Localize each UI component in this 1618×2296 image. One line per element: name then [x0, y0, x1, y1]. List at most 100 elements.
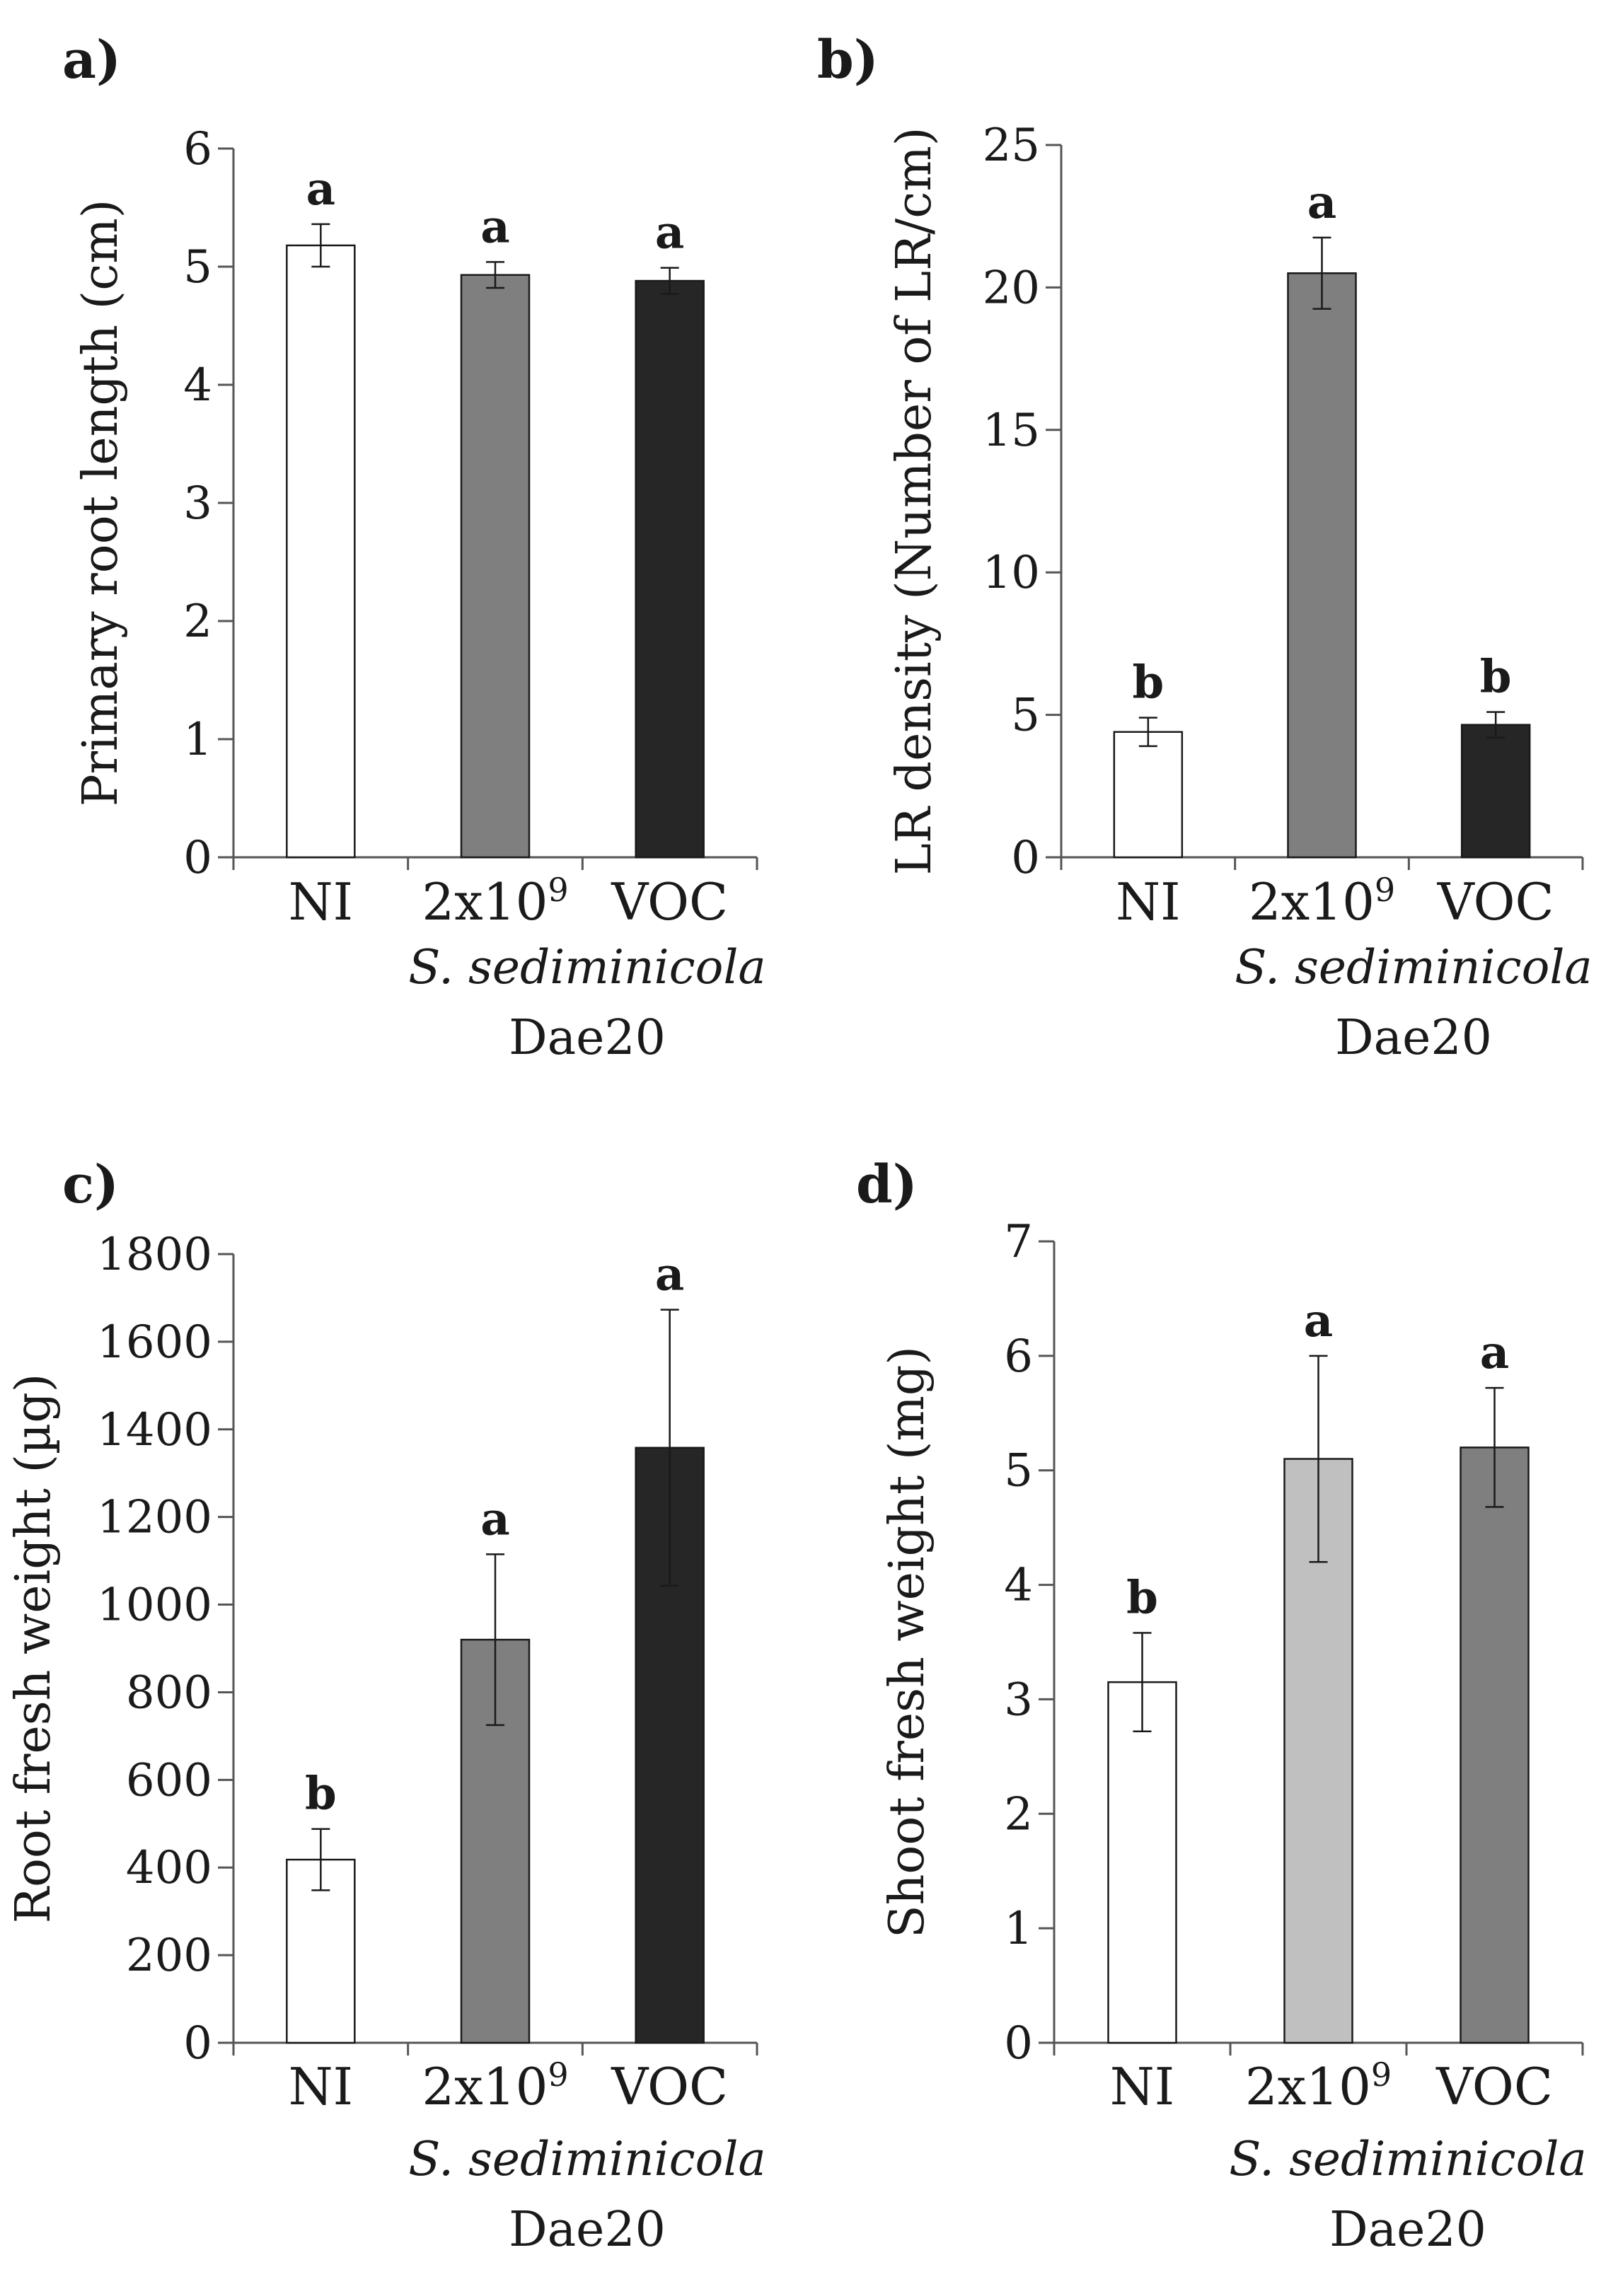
significance-label-a-1: a: [480, 200, 509, 253]
y-tick-label-b: 0: [1011, 832, 1040, 884]
category-text: NI: [289, 872, 353, 932]
category-label-d-2: VOC: [1435, 2057, 1553, 2116]
chart-panel-b: b) 0 5 10 15 20 25 LR density (Number of LR/cm)…: [817, 30, 1593, 1066]
significance-label-d-0: b: [1126, 1572, 1158, 1625]
y-tick-label-b: 5: [1011, 690, 1040, 742]
category-label-d-0: NI: [1110, 2057, 1174, 2116]
chart-panel-d: d) 0 1 2 3 4 5 6 7 Shoot fresh weight (mg) b NI a 2x1…: [856, 1154, 1587, 2258]
group-label-strain-d: Dae20: [1329, 2202, 1486, 2258]
panel-label-d: d): [856, 1154, 918, 1215]
bar-d-2: [1460, 1446, 1530, 2044]
category-text: 2x10: [422, 2057, 548, 2116]
y-tick-label-c: 0: [183, 2017, 212, 2070]
bar-a-0: [286, 244, 356, 859]
significance-label-c-1: a: [480, 1492, 509, 1546]
bar-a-2: [635, 279, 705, 859]
category-superscript: 9: [1371, 2056, 1392, 2094]
y-tick-label-c: 1000: [97, 1579, 212, 1632]
y-tick-label-b: 20: [983, 262, 1040, 314]
category-text: 2x10: [1249, 872, 1375, 932]
chart-panel-c: c) 0 200 400 600 800 1000 1200 1400 1600 1800 Root …: [6, 1154, 766, 2258]
category-text: VOC: [611, 872, 728, 932]
y-tick-label-a: 1: [183, 714, 212, 766]
y-tick-label-a: 5: [183, 241, 212, 294]
category-label-c-0: NI: [289, 2057, 353, 2116]
category-label-d-1: 2x109: [1245, 2056, 1392, 2116]
category-label-a-0: NI: [289, 872, 353, 932]
category-label-a-2: VOC: [611, 872, 728, 932]
significance-label-d-1: a: [1304, 1294, 1333, 1347]
y-tick-label-d: 6: [1004, 1330, 1033, 1383]
y-tick-label-c: 200: [126, 1930, 212, 1982]
significance-label-d-2: a: [1480, 1326, 1509, 1379]
category-superscript: 9: [1375, 871, 1395, 909]
category-label-b-2: VOC: [1437, 872, 1554, 932]
y-tick-label-a: 6: [183, 123, 212, 175]
y-tick-label-d: 5: [1004, 1445, 1033, 1497]
category-label-c-1: 2x109: [422, 2056, 568, 2116]
y-axis-label-d: Shoot fresh weight (mg): [879, 1346, 935, 1938]
chart-panel-a: a) 0 1 2 3 4 5 6 Primary root length (cm) a NI a 2x1…: [62, 30, 766, 1066]
panel-label-a: a): [62, 30, 121, 91]
significance-label-b-1: a: [1307, 176, 1336, 229]
y-tick-label-a: 0: [183, 832, 212, 884]
significance-label-c-0: b: [305, 1768, 337, 1821]
y-tick-label-d: 1: [1004, 1903, 1033, 1955]
bar-b-0: [1113, 731, 1184, 859]
y-tick-label-b: 25: [983, 120, 1040, 172]
category-text: VOC: [611, 2057, 728, 2116]
significance-label-a-2: a: [655, 207, 684, 260]
category-text: NI: [1116, 872, 1180, 932]
y-tick-label-c: 800: [126, 1666, 212, 1719]
bar-b-2: [1460, 724, 1531, 859]
y-tick-label-d: 2: [1004, 1788, 1033, 1840]
category-superscript: 9: [548, 871, 568, 909]
y-tick-label-c: 1800: [97, 1229, 212, 1281]
y-axis-label-b: LR density (Number of LR/cm): [886, 127, 942, 876]
significance-label-b-2: b: [1480, 651, 1512, 704]
category-superscript: 9: [548, 2056, 568, 2094]
group-label-species-c: S. sediminicola: [408, 2132, 766, 2186]
category-text: VOC: [1435, 2057, 1553, 2116]
y-tick-label-c: 1400: [97, 1404, 212, 1456]
bar-a-1: [460, 274, 531, 859]
group-label-species-d: S. sediminicola: [1229, 2132, 1587, 2186]
panel-label-c: c): [62, 1154, 119, 1215]
y-tick-label-d: 3: [1004, 1674, 1033, 1726]
category-text: NI: [289, 2057, 353, 2116]
y-tick-label-c: 400: [126, 1842, 212, 1894]
group-label-strain-c: Dae20: [509, 2202, 666, 2258]
y-tick-label-a: 4: [183, 359, 212, 412]
significance-label-c-2: a: [655, 1248, 684, 1301]
y-tick-label-a: 3: [183, 477, 212, 530]
category-label-c-2: VOC: [611, 2057, 728, 2116]
significance-label-b-0: b: [1132, 656, 1164, 709]
y-tick-label-a: 2: [183, 596, 212, 648]
category-text: VOC: [1437, 872, 1554, 932]
category-label-b-0: NI: [1116, 872, 1180, 932]
group-label-strain-b: Dae20: [1335, 1010, 1492, 1066]
y-axis-label-a: Primary root length (cm): [73, 199, 129, 807]
category-label-a-1: 2x109: [422, 871, 568, 932]
bar-d-0: [1107, 1681, 1177, 2044]
y-tick-label-b: 15: [983, 405, 1040, 457]
group-label-species-b: S. sediminicola: [1235, 940, 1593, 995]
y-tick-label-c: 1600: [97, 1316, 212, 1369]
y-tick-label-c: 600: [126, 1754, 212, 1807]
bar-b-1: [1287, 272, 1357, 859]
panel-label-b: b): [817, 30, 879, 91]
y-tick-label-d: 4: [1004, 1560, 1033, 1612]
y-tick-label-b: 10: [983, 547, 1040, 599]
significance-label-a-0: a: [306, 163, 335, 216]
y-tick-label-d: 0: [1004, 2017, 1033, 2070]
category-text: 2x10: [1245, 2057, 1371, 2116]
category-text: 2x10: [422, 872, 548, 932]
group-label-species-a: S. sediminicola: [408, 940, 766, 995]
category-label-b-1: 2x109: [1249, 871, 1395, 932]
y-axis-label-c: Root fresh weight (µg): [6, 1374, 62, 1923]
y-tick-label-d: 7: [1004, 1216, 1033, 1268]
y-tick-label-c: 1200: [97, 1492, 212, 1544]
group-label-strain-a: Dae20: [509, 1010, 666, 1066]
category-text: NI: [1110, 2057, 1174, 2116]
